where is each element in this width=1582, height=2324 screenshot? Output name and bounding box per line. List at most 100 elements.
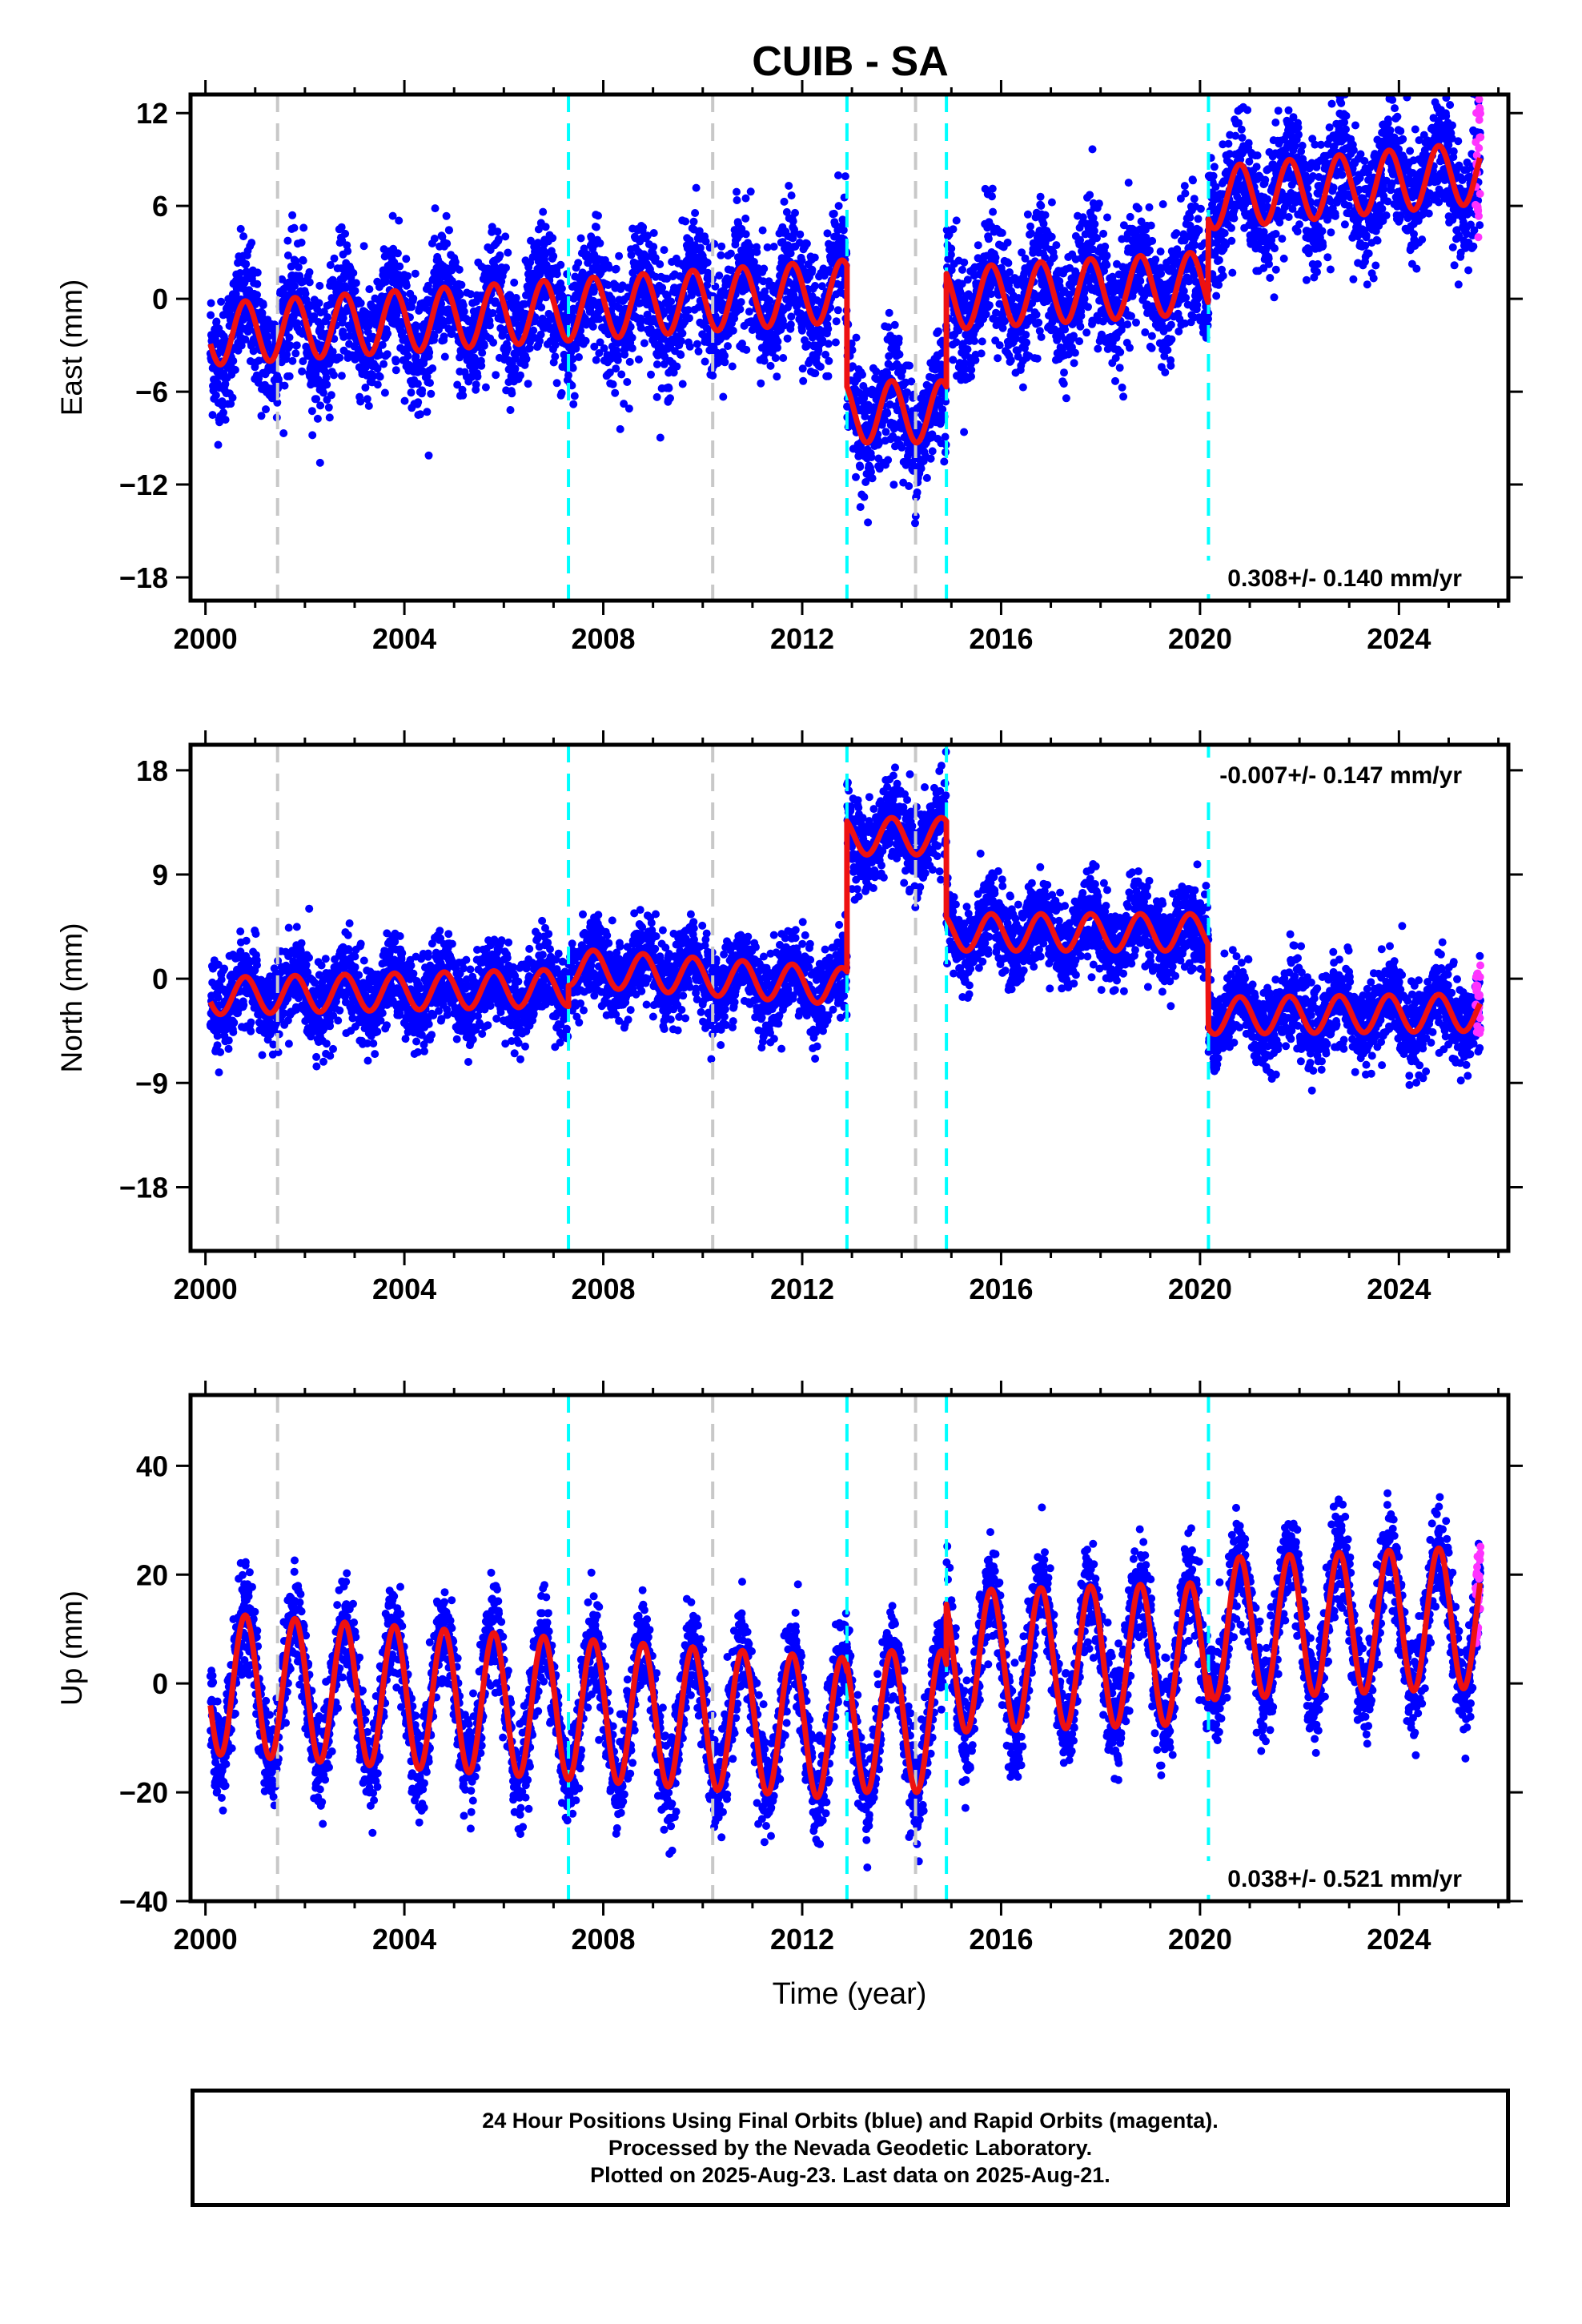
east-final-point	[614, 352, 623, 360]
east-final-point	[647, 370, 655, 379]
east-final-point	[491, 297, 500, 306]
east-final-point	[412, 352, 420, 361]
east-final-point	[455, 265, 464, 274]
east-final-point	[326, 261, 335, 269]
east-final-point	[1102, 251, 1111, 260]
east-final-point	[1077, 312, 1086, 320]
east-final-point	[1004, 259, 1013, 267]
east-final-point	[763, 243, 772, 251]
east-final-point	[393, 249, 402, 258]
east-final-point	[608, 380, 617, 388]
east-final-point	[534, 225, 543, 234]
east-final-point	[413, 380, 422, 388]
east-final-point	[977, 349, 986, 358]
east-final-point	[456, 291, 464, 299]
east-final-point	[299, 357, 307, 366]
east-final-point	[612, 264, 620, 273]
east-final-point	[480, 341, 488, 350]
east-final-point	[988, 184, 997, 193]
east-final-point	[1003, 238, 1012, 247]
east-final-point	[615, 251, 624, 260]
east-final-point	[237, 341, 246, 350]
east-final-point	[678, 380, 687, 388]
east-final-point	[407, 388, 416, 397]
east-final-point	[301, 289, 310, 298]
east-final-point	[219, 408, 227, 417]
east-final-point	[667, 297, 676, 306]
east-final-point	[583, 250, 592, 259]
chart-title: CUIB - SA	[752, 38, 949, 85]
east-final-point	[529, 326, 538, 335]
east-final-point	[791, 208, 799, 217]
east-final-point	[926, 454, 935, 463]
east-final-point	[1037, 202, 1046, 210]
east-final-point	[984, 235, 993, 243]
east-final-point	[1018, 383, 1027, 392]
east-final-point	[319, 388, 327, 397]
east-final-point	[488, 223, 496, 231]
east-final-point	[856, 503, 865, 512]
east-final-point	[478, 348, 487, 357]
east-final-point	[510, 278, 519, 287]
east-final-point	[287, 262, 295, 271]
east-final-point	[656, 260, 665, 268]
east-final-point	[288, 211, 297, 219]
east-final-point	[616, 424, 624, 433]
east-final-point	[643, 310, 652, 319]
east-final-point	[634, 355, 643, 364]
east-final-point	[580, 314, 589, 323]
east-final-point	[692, 183, 701, 192]
east-final-point	[1167, 335, 1176, 344]
east-final-point	[211, 391, 220, 400]
east-final-point	[369, 372, 378, 380]
east-final-point	[1196, 204, 1205, 213]
east-final-point	[430, 235, 439, 243]
east-final-point	[400, 396, 409, 405]
east-final-point	[733, 196, 741, 204]
east-final-point	[952, 338, 961, 347]
east-final-point	[247, 239, 256, 247]
east-final-point	[1228, 268, 1237, 277]
east-final-point	[1116, 348, 1125, 356]
east-final-point	[428, 364, 437, 372]
east-final-point	[1219, 271, 1227, 280]
east-final-point	[424, 451, 433, 460]
east-final-point	[1094, 199, 1103, 208]
east-final-point	[773, 344, 782, 352]
east-final-point	[988, 192, 996, 201]
east-final-point	[285, 333, 294, 342]
east-final-point	[337, 223, 346, 231]
east-final-point	[649, 243, 658, 251]
east-final-point	[345, 332, 354, 340]
east-final-point	[1127, 312, 1135, 320]
east-final-point	[952, 216, 961, 225]
east-final-point	[1084, 303, 1092, 312]
east-final-point	[628, 344, 636, 352]
east-final-point	[378, 340, 387, 349]
east-final-point	[786, 320, 795, 329]
east-final-point	[279, 429, 288, 437]
east-final-point	[262, 405, 270, 414]
east-final-point	[693, 340, 701, 348]
east-final-point	[330, 254, 339, 263]
east-final-point	[551, 340, 560, 349]
east-final-point	[636, 314, 645, 323]
east-final-point	[299, 256, 307, 265]
east-final-point	[380, 388, 389, 397]
east-final-point	[681, 217, 690, 226]
east-final-point	[991, 253, 1000, 262]
east-final-point	[1103, 213, 1111, 222]
east-final-point	[227, 400, 235, 408]
east-final-point	[1224, 139, 1233, 148]
east-final-point	[960, 258, 969, 267]
east-final-point	[995, 341, 1004, 350]
east-final-point	[922, 473, 931, 482]
east-final-point	[852, 472, 860, 481]
east-final-point	[721, 352, 729, 360]
east-final-point	[1119, 392, 1128, 401]
east-final-point	[298, 367, 307, 376]
east-final-point	[291, 349, 300, 358]
east-final-point	[1179, 287, 1188, 296]
east-final-point	[402, 281, 411, 290]
east-final-point	[998, 228, 1006, 237]
